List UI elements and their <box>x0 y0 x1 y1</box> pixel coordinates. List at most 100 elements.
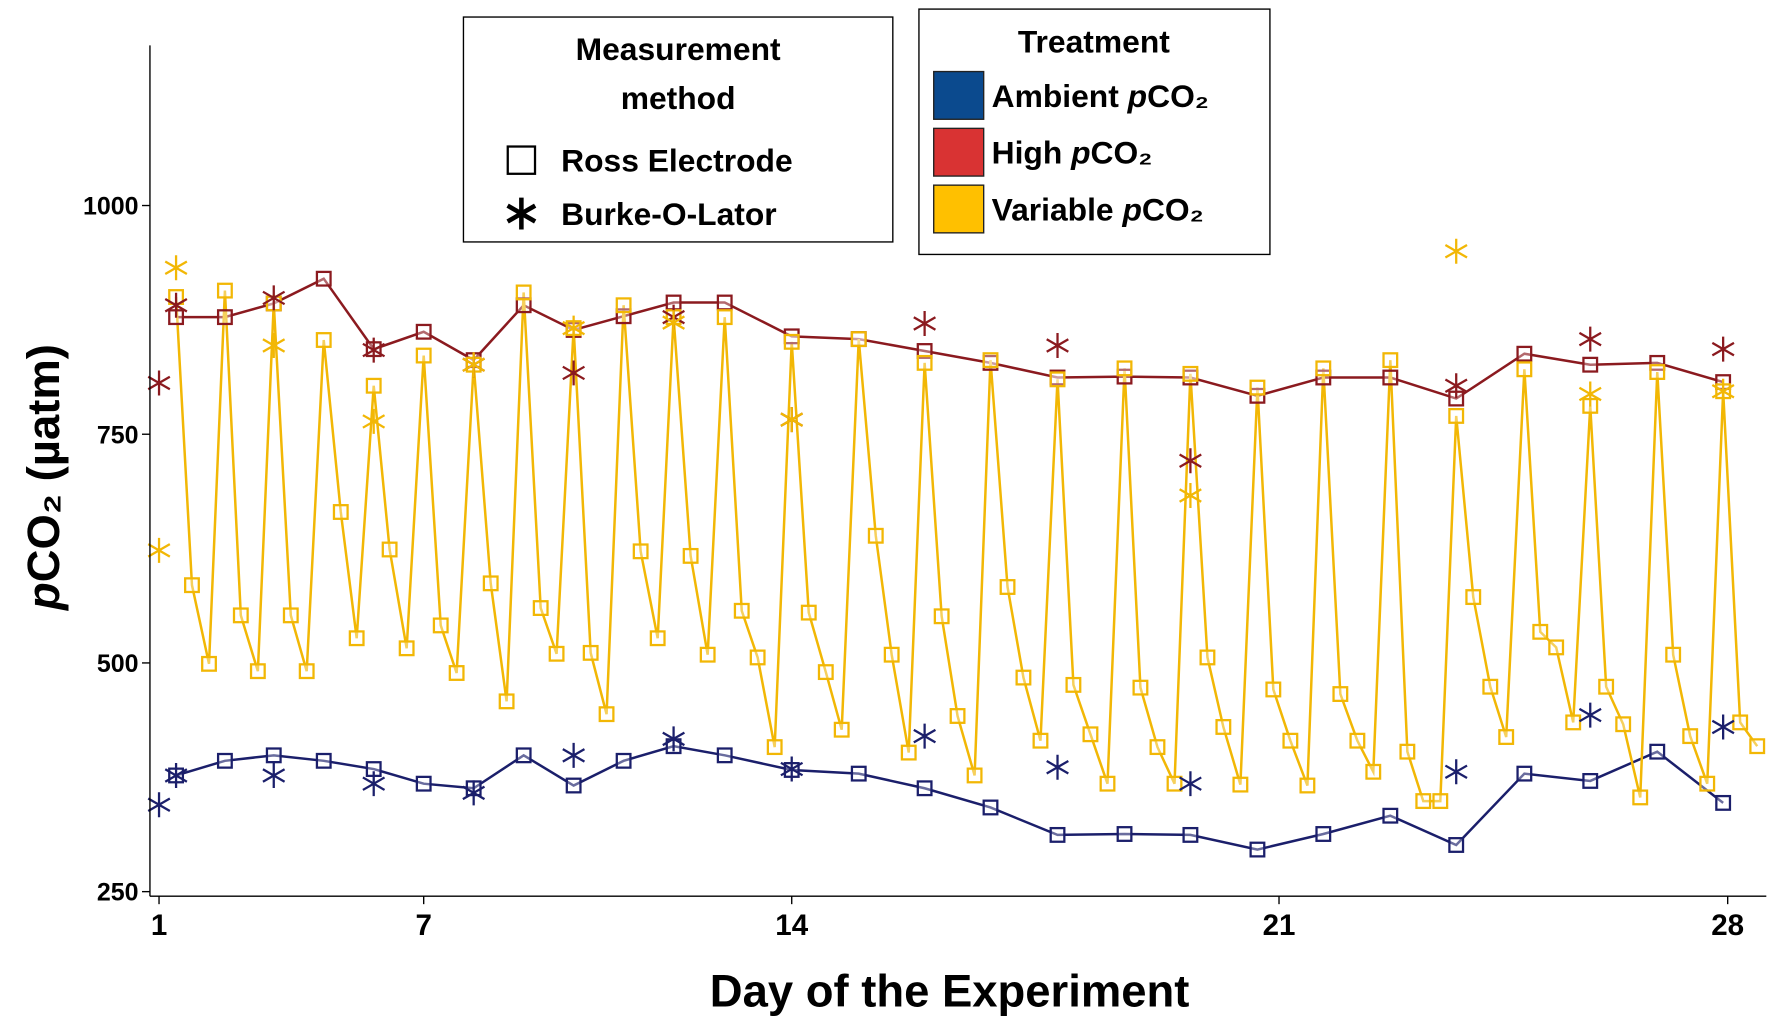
ross-marker <box>1615 716 1632 733</box>
ross-marker <box>783 333 800 350</box>
ross-marker <box>850 765 867 782</box>
y-tick-label: 750 <box>97 421 139 449</box>
y-tick-label: 500 <box>97 650 139 678</box>
burke-marker <box>1444 238 1468 264</box>
method-legend-box <box>462 16 894 243</box>
ross-marker <box>1649 743 1666 760</box>
burke-marker <box>1179 483 1202 509</box>
x-tick-label: 14 <box>775 909 808 942</box>
legend-swatch <box>933 184 985 234</box>
burke-marker <box>562 742 586 768</box>
ross-marker <box>716 747 733 764</box>
ross-marker <box>1498 729 1515 745</box>
ross-marker <box>1215 719 1232 735</box>
ross-marker <box>184 577 200 594</box>
ross-marker <box>1149 739 1166 756</box>
ross-marker <box>398 640 415 657</box>
ross-marker <box>365 377 382 394</box>
ross-marker <box>1749 738 1766 755</box>
ross-marker <box>916 354 933 371</box>
ross-marker <box>582 644 599 661</box>
ross-marker <box>1399 743 1416 760</box>
ross-marker <box>1482 678 1499 695</box>
ross-marker <box>1448 837 1465 853</box>
y-axis-title: pCO₂ (µatm) <box>18 344 69 611</box>
legend-label: High pCO₂ <box>992 135 1153 171</box>
ross-marker <box>1532 623 1549 640</box>
ross-marker <box>1116 368 1133 385</box>
ross-marker <box>1049 826 1066 843</box>
ross-marker <box>532 600 549 616</box>
x-tick-label: 1 <box>151 909 167 942</box>
legend-label: Ambient pCO₂ <box>992 78 1209 114</box>
ross-marker <box>1065 676 1082 693</box>
x-tick-label: 21 <box>1263 909 1296 942</box>
ross-marker <box>232 607 249 624</box>
burke-marker <box>1578 381 1602 407</box>
ross-marker <box>201 655 217 672</box>
ross-marker <box>1382 807 1399 824</box>
ross-marker <box>883 646 900 663</box>
burke-marker <box>147 370 171 396</box>
ross-marker <box>1282 732 1299 749</box>
ross-marker <box>699 646 716 663</box>
burke-marker <box>462 780 486 806</box>
ross-marker <box>1049 371 1066 388</box>
legend-symbol <box>506 145 537 175</box>
legend: Ross Electrode Burke-O-Lator Ambient pCO₂ H… <box>506 70 1209 234</box>
ross-marker <box>1548 639 1565 656</box>
ross-marker <box>432 617 449 634</box>
burke-marker <box>164 255 188 281</box>
ross-marker <box>315 332 332 348</box>
treatment-legend-title: Treatment <box>1018 23 1170 59</box>
burke-marker <box>262 332 286 358</box>
ross-marker <box>733 602 750 619</box>
ross-marker <box>966 767 983 784</box>
ross-marker <box>1232 776 1249 793</box>
y-tick-label: 1000 <box>83 193 139 221</box>
ross-marker <box>982 352 999 369</box>
ross-marker <box>1382 369 1399 386</box>
ross-marker <box>1332 686 1349 702</box>
ross-marker <box>1015 669 1032 686</box>
burke-marker <box>462 352 486 378</box>
ross-marker <box>315 752 332 769</box>
ross-marker <box>1099 775 1116 792</box>
ross-marker <box>1299 777 1316 794</box>
ross-marker <box>415 323 432 340</box>
ross-marker <box>800 604 817 621</box>
burke-marker <box>262 285 286 311</box>
ross-marker <box>949 708 966 724</box>
ross-marker <box>381 541 398 558</box>
ross-marker <box>348 630 365 647</box>
ross-line <box>175 744 1724 851</box>
ross-marker <box>1249 841 1266 858</box>
ross-marker <box>1516 765 1533 782</box>
legend-label: Ross Electrode <box>561 143 793 179</box>
burke-marker <box>262 762 286 788</box>
burke-marker <box>362 337 386 363</box>
ross-marker <box>415 775 432 792</box>
ross-marker <box>1699 775 1716 792</box>
ross-marker <box>1598 678 1615 695</box>
ross-marker <box>1315 826 1332 842</box>
ross-marker <box>1415 793 1432 810</box>
ross-marker <box>766 739 783 756</box>
ross-marker <box>1349 732 1366 749</box>
ross-marker <box>1199 649 1216 666</box>
ross-marker <box>850 331 867 348</box>
ross-marker <box>1365 763 1382 780</box>
legend-label: Variable pCO₂ <box>992 191 1204 227</box>
ross-marker <box>1665 646 1682 663</box>
burke-marker <box>1578 702 1602 728</box>
ross-marker <box>1516 361 1533 378</box>
ross-marker <box>649 630 666 647</box>
x-tick-label: 7 <box>415 909 431 942</box>
ross-marker <box>1315 360 1332 377</box>
burke-marker <box>1578 326 1602 352</box>
ross-marker <box>1632 789 1649 806</box>
burke-marker <box>164 292 188 318</box>
ross-marker <box>1732 714 1749 731</box>
ross-marker <box>282 607 299 624</box>
